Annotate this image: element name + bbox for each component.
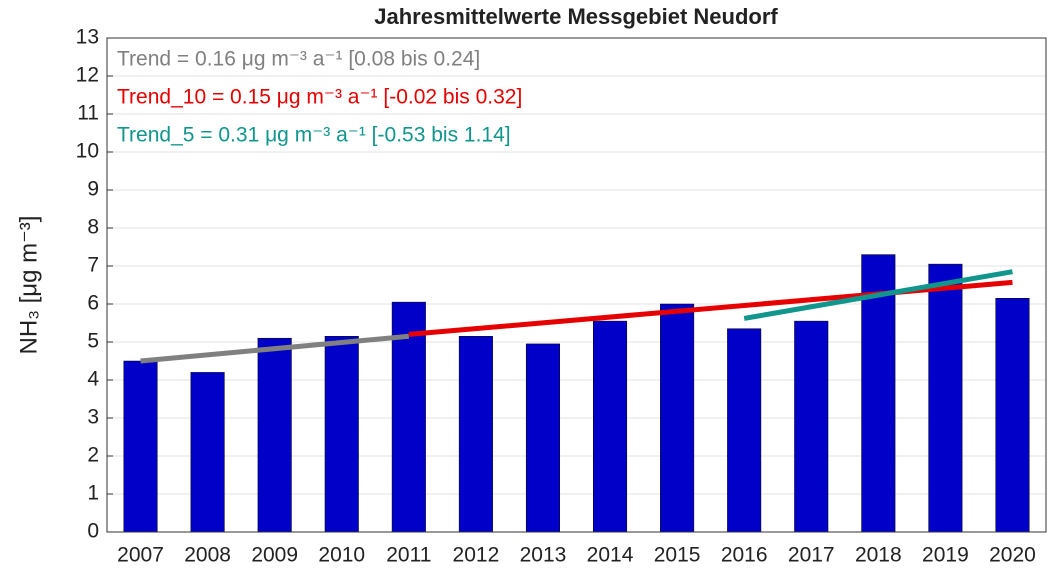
x-tick-label: 2014 bbox=[587, 544, 634, 567]
y-tick-label: 7 bbox=[87, 254, 99, 277]
bar bbox=[794, 320, 829, 533]
x-tick-label: 2012 bbox=[453, 544, 500, 567]
y-tick-label: 5 bbox=[87, 330, 99, 353]
bar bbox=[458, 336, 493, 533]
chart-title: Jahresmittelwerte Messgebiet Neudorf bbox=[374, 4, 778, 29]
bar bbox=[995, 298, 1030, 533]
bar bbox=[123, 360, 158, 533]
plot-frame bbox=[106, 37, 1047, 533]
x-tick-label: 2008 bbox=[184, 544, 231, 567]
trend-line bbox=[743, 269, 1013, 321]
y-tick-label: 4 bbox=[87, 368, 99, 391]
y-tick-label: 0 bbox=[87, 520, 99, 543]
y-tick-label: 1 bbox=[87, 482, 99, 505]
bar bbox=[257, 337, 292, 533]
x-tick-label: 2007 bbox=[117, 544, 164, 567]
x-tick-label: 2020 bbox=[989, 544, 1036, 567]
y-tick-label: 12 bbox=[76, 64, 99, 87]
trend-annotation: Trend_10 = 0.15 μg m⁻³ a⁻¹ [-0.02 bis 0.… bbox=[117, 86, 522, 109]
x-tick-label: 2017 bbox=[788, 544, 835, 567]
y-tick-label: 6 bbox=[87, 292, 99, 315]
trend-line bbox=[408, 279, 1013, 337]
x-tick-label: 2015 bbox=[654, 544, 701, 567]
y-tick-label: 3 bbox=[87, 406, 99, 429]
y-tick-label: 2 bbox=[87, 444, 99, 467]
y-tick-label: 8 bbox=[87, 216, 99, 239]
trend-annotation: Trend = 0.16 μg m⁻³ a⁻¹ [0.08 bis 0.24] bbox=[117, 48, 480, 71]
bar bbox=[861, 254, 896, 533]
y-tick-label: 9 bbox=[87, 178, 99, 201]
bar bbox=[660, 303, 695, 533]
y-tick-label: 10 bbox=[76, 140, 99, 163]
bar bbox=[727, 328, 762, 533]
y-tick-label: 11 bbox=[77, 102, 99, 125]
bar bbox=[391, 301, 426, 533]
bar bbox=[525, 343, 560, 533]
x-tick-label: 2016 bbox=[721, 544, 768, 567]
bar bbox=[190, 372, 225, 533]
bar bbox=[593, 320, 628, 533]
y-tick-label: 13 bbox=[76, 26, 99, 49]
x-tick-label: 2010 bbox=[318, 544, 365, 567]
trend-annotation: Trend_5 = 0.31 μg m⁻³ a⁻¹ [-0.53 bis 1.1… bbox=[117, 124, 511, 147]
x-tick-label: 2019 bbox=[922, 544, 969, 567]
x-tick-label: 2009 bbox=[251, 544, 298, 567]
y-axis-label: NH₃ [μg m⁻³] bbox=[15, 216, 42, 355]
trend-line bbox=[140, 333, 410, 364]
x-tick-label: 2013 bbox=[520, 544, 567, 567]
x-tick-label: 2018 bbox=[855, 544, 902, 567]
x-tick-label: 2011 bbox=[386, 544, 431, 567]
bar bbox=[928, 263, 963, 533]
bar bbox=[324, 336, 359, 533]
